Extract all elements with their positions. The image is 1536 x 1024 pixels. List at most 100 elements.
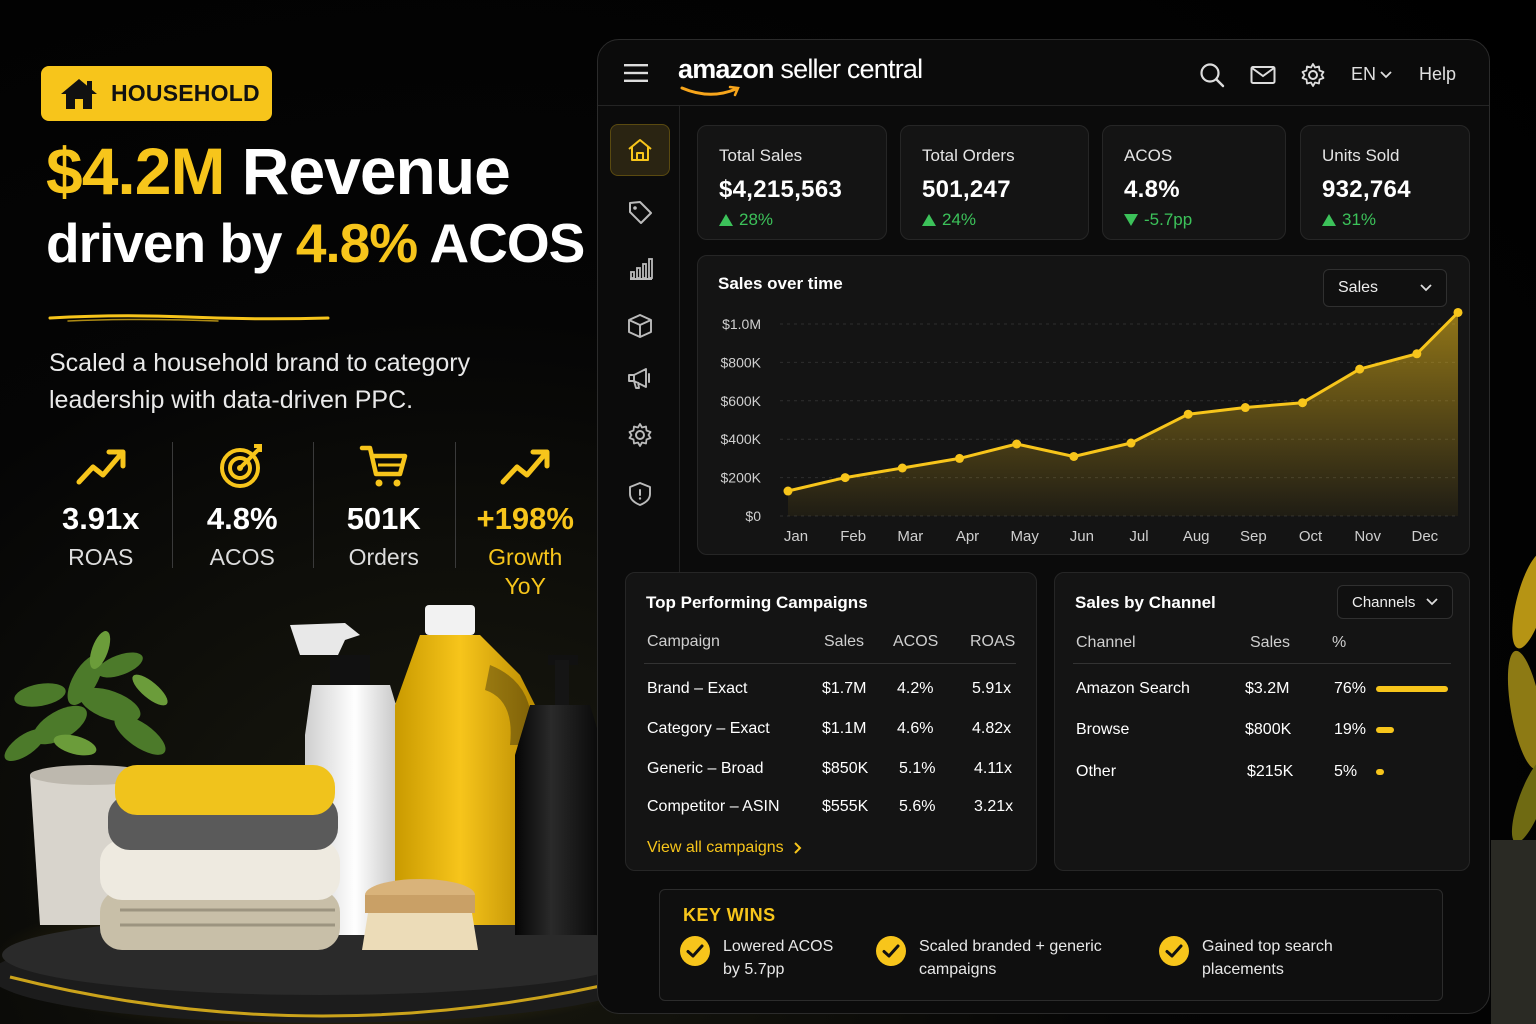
stat-value: 4.8% bbox=[206, 501, 278, 536]
stat-value: 501K bbox=[346, 501, 421, 536]
headline-underline bbox=[48, 314, 330, 322]
sidebar-item-security[interactable] bbox=[610, 468, 670, 520]
sidebar bbox=[598, 106, 680, 626]
triangle-up-icon bbox=[1322, 214, 1336, 226]
amazon-seller-central-logo[interactable]: amazon seller central bbox=[678, 54, 923, 98]
x-tick-label: Mar bbox=[897, 528, 923, 545]
table-divider bbox=[644, 663, 1016, 664]
sidebar-item-home[interactable] bbox=[610, 124, 670, 176]
campaign-sales: $850K bbox=[822, 760, 869, 777]
channel-sales: $3.2M bbox=[1245, 680, 1290, 697]
headline-acos-value: 4.8% bbox=[295, 212, 418, 274]
y-tick-label: $400K bbox=[721, 431, 762, 447]
headline-revenue-amount: $4.2M bbox=[46, 134, 225, 208]
x-tick-label: Feb bbox=[840, 528, 866, 545]
kpi-value: 4.8% bbox=[1124, 176, 1180, 203]
hamburger-menu-icon[interactable] bbox=[624, 64, 648, 82]
sales-point[interactable] bbox=[1355, 364, 1365, 374]
stat-acos: 4.8% ACOS bbox=[171, 442, 314, 602]
view-all-label: View all campaigns bbox=[647, 839, 784, 856]
sales-point[interactable] bbox=[1412, 349, 1422, 359]
chart-metric-dropdown[interactable]: Sales bbox=[1323, 269, 1447, 307]
channels-title: Sales by Channel bbox=[1075, 593, 1216, 612]
sales-point[interactable] bbox=[1069, 451, 1079, 461]
campaign-roas: 4.11x bbox=[974, 760, 1012, 777]
col-header-percent: % bbox=[1332, 634, 1347, 651]
megaphone-icon bbox=[628, 368, 650, 389]
x-tick-label: May bbox=[1010, 528, 1039, 545]
channel-percent: 5% bbox=[1334, 763, 1358, 780]
promo-subtext: Scaled a household brand to category lea… bbox=[49, 349, 471, 414]
campaign-acos: 5.6% bbox=[899, 798, 936, 815]
stat-orders: 501K Orders bbox=[313, 442, 455, 602]
top-campaigns-card: Top Performing Campaigns Campaign Sales … bbox=[625, 572, 1037, 871]
search-icon[interactable] bbox=[1199, 62, 1225, 88]
campaign-name[interactable]: Generic – Broad bbox=[647, 760, 764, 777]
campaign-name[interactable]: Brand – Exact bbox=[647, 680, 748, 697]
x-tick-label: Jan bbox=[784, 528, 808, 545]
sales-point[interactable] bbox=[1183, 409, 1193, 419]
help-link[interactable]: Help bbox=[1419, 64, 1457, 84]
sales-point[interactable] bbox=[1012, 439, 1022, 449]
kpi-delta: 24% bbox=[922, 210, 976, 230]
sidebar-item-reports[interactable] bbox=[610, 243, 670, 295]
plant-decoration bbox=[1491, 551, 1536, 1024]
kpi-delta: 28% bbox=[719, 210, 773, 230]
channels-dropdown[interactable]: Channels bbox=[1337, 585, 1453, 619]
sidebar-item-inventory[interactable] bbox=[610, 300, 670, 352]
sales-point[interactable] bbox=[955, 453, 965, 463]
chart-title: Sales over time bbox=[718, 274, 843, 293]
sidebar-item-settings[interactable] bbox=[610, 409, 670, 461]
sales-point[interactable] bbox=[1298, 398, 1308, 408]
gear-icon[interactable] bbox=[1300, 62, 1326, 88]
sales-point[interactable] bbox=[1240, 403, 1250, 413]
x-tick-label: Jun bbox=[1070, 528, 1094, 545]
kpi-card-units-sold[interactable]: Units Sold 932,764 31% bbox=[1300, 125, 1470, 240]
col-header-roas: ROAS bbox=[970, 633, 1016, 650]
check-circle-icon bbox=[680, 936, 710, 966]
sales-point[interactable] bbox=[897, 463, 907, 473]
sidebar-item-advertising[interactable] bbox=[610, 352, 670, 404]
headline-revenue-word: Revenue bbox=[224, 134, 511, 208]
sales-point[interactable] bbox=[840, 473, 850, 483]
stat-growth: +198% Growth YoY bbox=[454, 442, 597, 602]
campaign-sales: $1.7M bbox=[822, 680, 867, 697]
bar-chart-icon bbox=[630, 258, 653, 280]
kpi-delta: -5.7pp bbox=[1124, 210, 1192, 230]
campaign-roas: 4.82x bbox=[972, 720, 1012, 737]
kpi-delta-value: -5.7pp bbox=[1144, 210, 1193, 229]
kpi-title: Units Sold bbox=[1322, 146, 1400, 165]
house-icon bbox=[61, 78, 97, 109]
key-wins-panel: KEY WINS Lowered ACOS by 5.7pp Scaled br… bbox=[659, 889, 1443, 1001]
kpi-card-acos[interactable]: ACOS 4.8% -5.7pp bbox=[1102, 125, 1286, 240]
y-tick-label: $1.0M bbox=[722, 316, 761, 332]
kpi-card-total-sales[interactable]: Total Sales $4,215,563 28% bbox=[697, 125, 887, 240]
campaign-acos: 4.6% bbox=[897, 720, 934, 737]
kpi-title: ACOS bbox=[1124, 146, 1173, 165]
stat-value: 3.91x bbox=[61, 501, 140, 536]
sales-point[interactable] bbox=[1126, 438, 1136, 448]
kpi-delta-value: 31% bbox=[1342, 210, 1377, 229]
channel-name: Amazon Search bbox=[1076, 680, 1190, 697]
campaign-name[interactable]: Category – Exact bbox=[647, 720, 770, 737]
sales-point[interactable] bbox=[1453, 307, 1463, 317]
campaigns-table: Campaign Sales ACOS ROAS Brand – Exact $… bbox=[626, 573, 1038, 872]
y-tick-label: $800K bbox=[721, 354, 762, 370]
language-label: EN bbox=[1351, 64, 1377, 84]
view-all-campaigns-link[interactable]: View all campaigns bbox=[647, 839, 802, 857]
channel-name: Browse bbox=[1076, 721, 1130, 738]
sidebar-item-pricing[interactable] bbox=[610, 186, 670, 238]
kpi-card-total-orders[interactable]: Total Orders 501,247 24% bbox=[900, 125, 1089, 240]
channel-percent: 76% bbox=[1334, 680, 1367, 697]
y-tick-label: $200K bbox=[721, 470, 762, 486]
box-icon bbox=[628, 314, 652, 338]
key-win-text: Lowered ACOS by 5.7pp bbox=[723, 938, 834, 978]
campaign-sales: $555K bbox=[822, 798, 869, 815]
cart-icon bbox=[359, 445, 407, 487]
stat-label: Orders bbox=[348, 544, 419, 570]
campaign-name[interactable]: Competitor – ASIN bbox=[647, 798, 780, 815]
triangle-up-icon bbox=[922, 214, 936, 226]
sales-point[interactable] bbox=[783, 486, 793, 496]
language-selector[interactable]: EN bbox=[1351, 64, 1392, 85]
mail-icon[interactable] bbox=[1250, 62, 1276, 88]
